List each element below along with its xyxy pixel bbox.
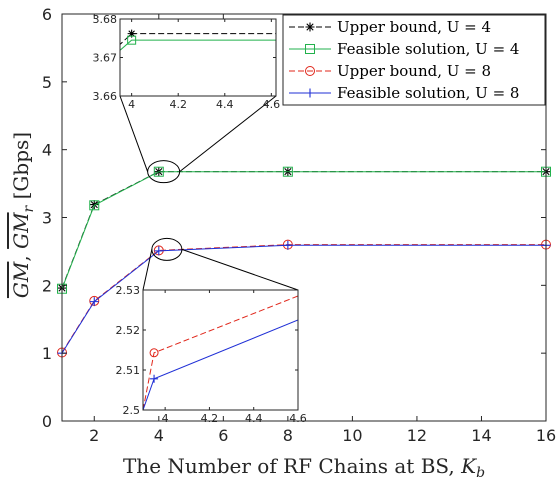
inset-lower-y-tick-label-1: 2.51: [116, 364, 141, 377]
inset-upper-y-tick-label-0: 3.66: [93, 90, 118, 103]
series-3-marker-2: [154, 246, 164, 256]
series-0-marker-1: [89, 200, 99, 210]
inset-upper-marker-1: [127, 35, 137, 45]
y-tick-label-3: 3: [42, 209, 52, 228]
inset-lower-y-tick-label-0: 2.5: [123, 404, 141, 417]
legend-label-3: Feasible solution, U = 8: [337, 84, 519, 102]
inset-plot-upper: 4 4.2 4.4 4.6 3.66 3.67 3.68: [93, 13, 281, 111]
x-tick-label-4: 10: [342, 426, 362, 445]
inset-lower-x-tick-label-2: 4.4: [245, 412, 263, 425]
inset-lower-x-tick-label-3: 4.6: [289, 412, 307, 425]
inset-lower-x-tick-label-1: 4.2: [201, 412, 219, 425]
inset-lower-background: [143, 290, 298, 410]
legend: Upper bound, U = 4 Feasible solution, U =…: [282, 14, 546, 106]
legend-marker-3: [305, 88, 315, 98]
y-tick-label-1: 1: [42, 344, 52, 363]
inset-lower-x-tick-label-0: 4: [162, 412, 169, 425]
y-tick-label-4: 4: [42, 141, 52, 160]
x-axis-title: The Number of RF Chains at BS, Kb: [123, 454, 485, 481]
inset-lower-line-0: [143, 295, 298, 410]
series-1-marker-3: [282, 166, 293, 177]
legend-label-1: Feasible solution, U = 4: [337, 40, 519, 58]
inset-upper-x-tick-label-3: 4.6: [263, 98, 281, 111]
inset-lower-y-tick-label-2: 2.52: [116, 324, 141, 337]
inset-upper-line-1: [120, 39, 276, 51]
zoom-connector-lower-left: [142, 249, 153, 291]
zoom-connector-lower-right: [181, 248, 299, 291]
inset-lower-y-tick-label-3: 2.53: [116, 284, 141, 297]
x-tick-label-7: 16: [536, 426, 556, 445]
legend-label-0: Upper bound, U = 4: [337, 18, 491, 36]
y-tick-label-2: 2: [42, 276, 52, 295]
zoom-connectors: [119, 95, 299, 291]
legend-marker-0: [305, 22, 315, 32]
inset-plot-lower: 4 4.2 4.4 4.6 2.5 2.51 2.52 2.53: [116, 284, 307, 425]
inset-lower-frame: [142, 289, 299, 411]
legend-label-2: Upper bound, U = 8: [337, 62, 491, 80]
series-3-marker-1: [89, 297, 99, 307]
zoom-connector-upper-left: [119, 95, 149, 172]
x-tick-label-0: 2: [89, 426, 99, 445]
legend-box: [282, 14, 546, 106]
x-tick-label-5: 12: [407, 426, 427, 445]
legend-marker-2: [305, 66, 315, 76]
x-tick-label-2: 6: [218, 426, 228, 445]
y-axis-title: GM, GMr [Gbps]: [9, 132, 37, 298]
inset-upper-y-tick-label-1: 3.67: [93, 52, 118, 65]
inset-upper-background: [120, 19, 276, 96]
inset-upper-x-tick-label-2: 4.4: [216, 98, 234, 111]
zoom-connector-upper-right: [179, 95, 277, 173]
inset-upper-marker-0: [127, 29, 136, 38]
legend-marker-1: [305, 44, 315, 54]
series-1-marker-1: [89, 200, 100, 211]
x-tick-label-3: 8: [283, 426, 293, 445]
series-line-1: [61, 171, 546, 289]
x-tick-label-1: 4: [154, 426, 164, 445]
inset-lower-marker-1: [150, 374, 159, 383]
inset-upper-y-tick-label-2: 3.68: [93, 13, 118, 26]
inset-lower-marker-0: [149, 348, 159, 358]
x-tick-label-6: 14: [471, 426, 491, 445]
y-tick-label-6: 6: [42, 5, 52, 24]
svg-text:GM, GMr [Gbps]: GM, GMr [Gbps]: [9, 132, 37, 298]
series-3-marker-3: [283, 240, 293, 250]
inset-upper-x-tick-label-0: 4: [128, 98, 135, 111]
series-1-marker-2: [153, 166, 164, 177]
inset-upper-x-tick-label-1: 4.2: [169, 98, 187, 111]
y-tick-label-5: 5: [42, 73, 52, 92]
y-tick-label-0: 0: [42, 412, 52, 431]
